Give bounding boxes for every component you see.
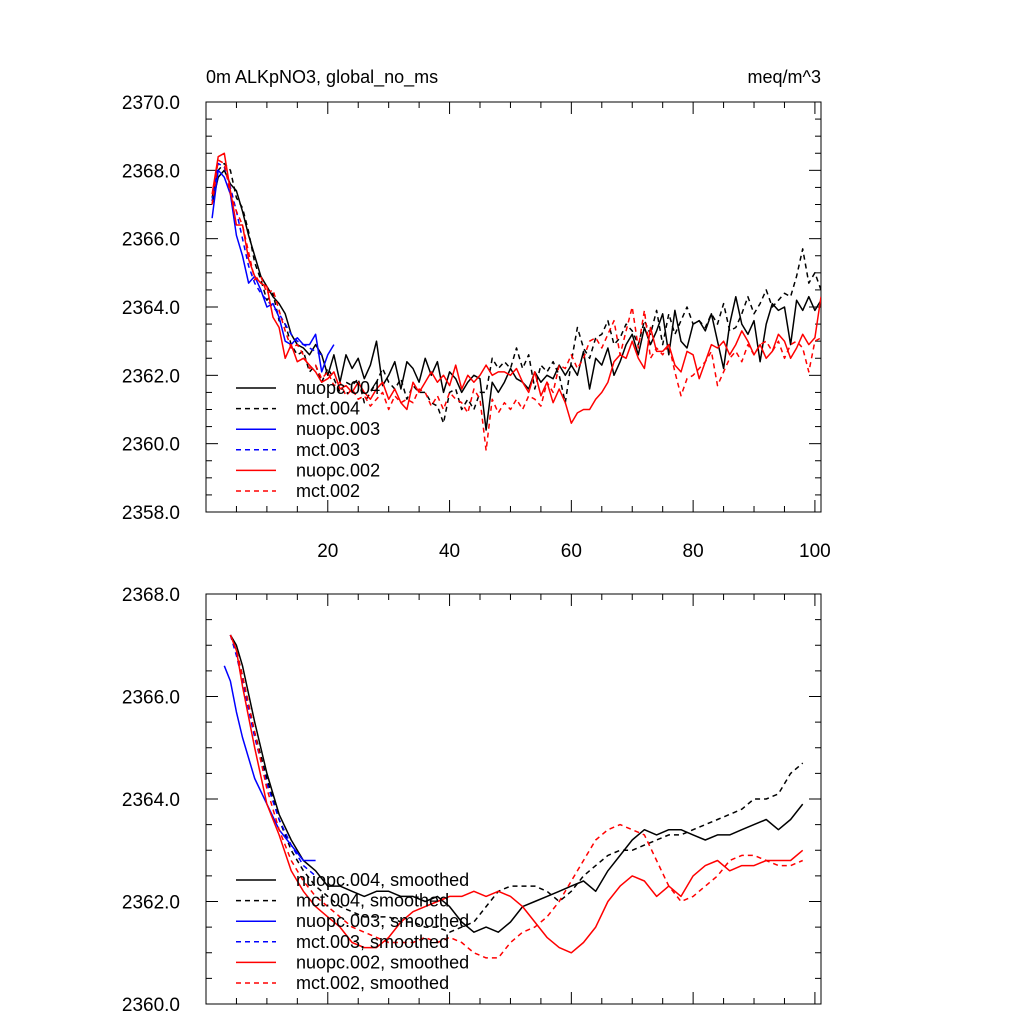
series-line-nuopc-002-smoothed — [229, 634, 804, 954]
series-line-nuopc-004-smoothed — [229, 634, 804, 933]
series-line-mct-003 — [211, 162, 323, 356]
top-panel-title: 0m ALKpNO3, global_no_ms — [206, 67, 438, 88]
series-line-nuopc-003 — [211, 169, 335, 373]
series-line-nuopc-004 — [211, 169, 821, 431]
legend-label: nuopc.002 — [296, 460, 380, 480]
legend-label: mct.002 — [296, 481, 360, 501]
x-tick-label: 60 — [561, 541, 582, 562]
legend-label: mct.002, smoothed — [296, 973, 449, 993]
y-tick-label: 2362.0 — [122, 893, 180, 914]
y-tick-label: 2364.0 — [122, 790, 180, 811]
y-tick-label: 2366.0 — [122, 230, 180, 251]
legend-label: mct.004 — [296, 399, 360, 419]
y-tick-label: 2364.0 — [122, 298, 180, 319]
y-tick-label: 2360.0 — [122, 435, 180, 456]
y-tick-label: 2360.0 — [122, 995, 180, 1016]
legend-label: nuopc.004, smoothed — [296, 870, 469, 890]
legend-label: nuopc.003 — [296, 419, 380, 439]
top-panel-units: meq/m^3 — [748, 67, 821, 87]
y-tick-label: 2368.0 — [122, 161, 180, 182]
x-tick-label: 40 — [439, 541, 460, 562]
legend-label: nuopc.004 — [296, 378, 380, 398]
y-tick-label: 2370.0 — [122, 93, 180, 114]
series-line-nuopc-003-smoothed — [223, 665, 316, 862]
series-line-mct-002 — [211, 159, 821, 452]
x-tick-label: 20 — [317, 541, 338, 562]
y-tick-label: 2362.0 — [122, 366, 180, 387]
legend-label: nuopc.003, smoothed — [296, 911, 469, 931]
y-tick-label: 2358.0 — [122, 503, 180, 524]
bottom-panel: 2360.0 2362.0 2364.0 2366.0 2368.0 nuopc.004,… — [122, 585, 822, 1016]
legend-label: mct.003, smoothed — [296, 932, 449, 952]
legend-label: mct.004, smoothed — [296, 891, 449, 911]
series-line-nuopc-002 — [211, 152, 821, 424]
legend-label: nuopc.002, smoothed — [296, 952, 469, 972]
y-tick-label: 2368.0 — [122, 585, 180, 606]
x-tick-label: 80 — [683, 541, 704, 562]
legend-label: mct.003 — [296, 440, 360, 460]
x-tick-label: 100 — [799, 541, 831, 562]
top-panel: 2358.0 2360.0 2362.0 2364.0 2366.0 2368.0 2370… — [122, 93, 831, 562]
y-tick-label: 2366.0 — [122, 688, 180, 709]
series-line-mct-004 — [211, 162, 821, 424]
